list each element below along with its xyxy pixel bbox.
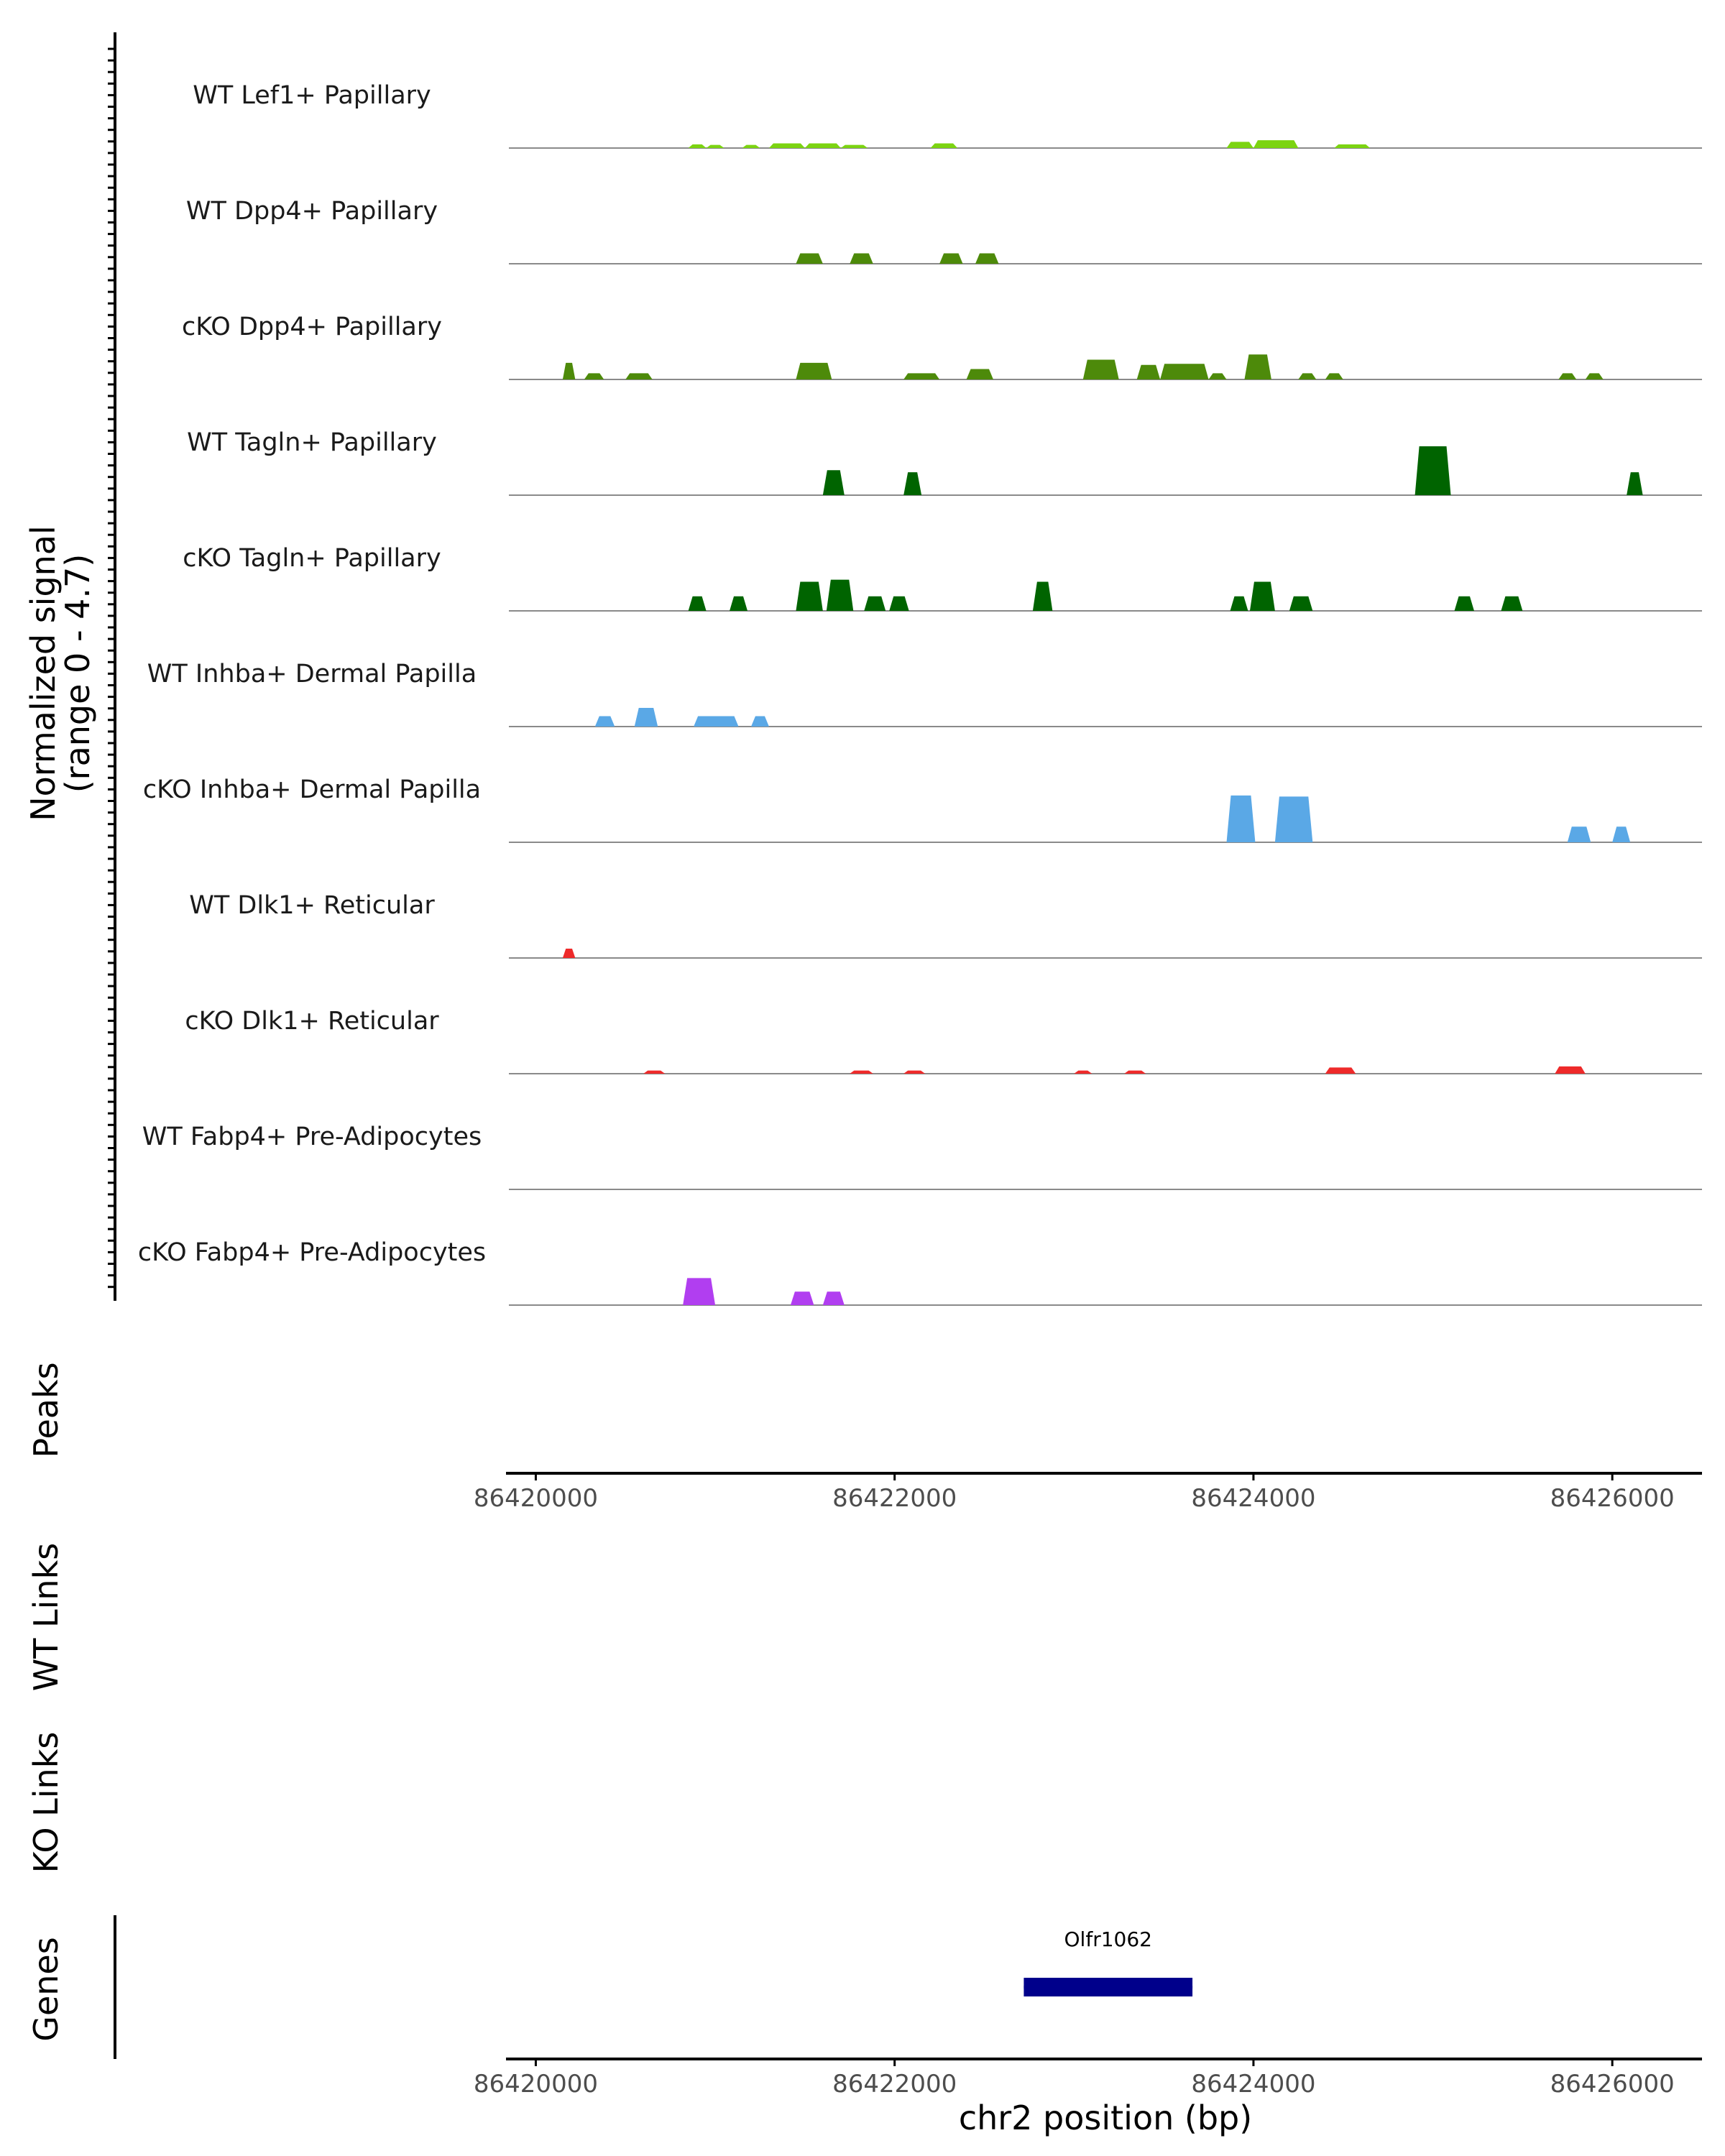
coverage-peak bbox=[864, 596, 886, 611]
coverage-peak bbox=[1325, 1067, 1356, 1074]
coverage-peak bbox=[822, 470, 845, 495]
coverage-peak bbox=[903, 472, 922, 495]
track-label: WT Inhba+ Dermal Papilla bbox=[147, 660, 477, 688]
coverage-peak bbox=[796, 362, 832, 379]
x-tick-label: 86420000 bbox=[474, 1484, 598, 1513]
gene-label: Olfr1062 bbox=[1064, 1927, 1152, 1951]
coverage-peak bbox=[1567, 826, 1591, 842]
coverage-peak bbox=[1612, 826, 1631, 842]
coverage-peak bbox=[1454, 596, 1474, 611]
x-axis-genes-panel: 86420000 86422000 86424000 86426000 bbox=[474, 2058, 1702, 2099]
x-tick-label: 86422000 bbox=[832, 2070, 957, 2099]
coverage-peak bbox=[683, 1278, 716, 1305]
coverage-peak bbox=[1253, 140, 1299, 148]
coverage-peak bbox=[1208, 373, 1227, 379]
coverage-tracks: WT Lef1+ Papillary WT Dpp4+ Papillary cKO … bbox=[138, 81, 1702, 1306]
track-label: WT Tagln+ Papillary bbox=[187, 428, 437, 457]
coverage-peak bbox=[790, 1291, 814, 1305]
track-label: cKO Tagln+ Papillary bbox=[183, 544, 441, 573]
coverage-peak bbox=[1244, 354, 1271, 379]
coverage-peak bbox=[742, 144, 760, 148]
coverage-peak bbox=[1249, 581, 1275, 611]
coverage-peak bbox=[1230, 596, 1248, 611]
track-label: WT Dlk1+ Reticular bbox=[189, 891, 435, 920]
track-label: cKO Inhba+ Dermal Papilla bbox=[143, 775, 481, 804]
signal-axis-ticks bbox=[108, 47, 115, 1289]
coverage-peak bbox=[1274, 796, 1313, 842]
coverage-peak bbox=[1226, 795, 1256, 842]
coverage-peak bbox=[562, 948, 576, 958]
track-label: WT Dpp4+ Papillary bbox=[186, 197, 438, 226]
coverage-peak bbox=[1136, 364, 1161, 379]
coverage-peak bbox=[1558, 373, 1577, 379]
track-label: WT Fabp4+ Pre-Adipocytes bbox=[142, 1123, 482, 1151]
coverage-peak bbox=[1032, 581, 1053, 611]
coverage-peak bbox=[930, 143, 958, 148]
coverage-peak bbox=[562, 362, 576, 379]
coverage-peak bbox=[804, 143, 841, 148]
coverage-peak bbox=[730, 596, 748, 611]
x-tick-label: 86424000 bbox=[1191, 1484, 1315, 1513]
coverage-peak bbox=[1501, 596, 1523, 611]
x-tick-label: 86424000 bbox=[1191, 2070, 1315, 2099]
ko-links-panel-label: KO Links bbox=[27, 1732, 65, 1874]
coverage-peak bbox=[796, 253, 823, 264]
coverage-peak bbox=[1124, 1070, 1146, 1074]
coverage-peak bbox=[822, 1291, 845, 1305]
track-label: cKO Fabp4+ Pre-Adipocytes bbox=[138, 1238, 486, 1267]
coverage-peak bbox=[1627, 472, 1643, 495]
coverage-peak bbox=[750, 716, 769, 727]
coverage-peak bbox=[768, 143, 805, 148]
gene-annotations: Olfr1062 bbox=[1024, 1927, 1193, 1996]
coverage-peak bbox=[826, 579, 854, 611]
coverage-peak bbox=[903, 1070, 926, 1074]
coverage-peak bbox=[625, 373, 653, 379]
wt-links-panel-label: WT Links bbox=[27, 1543, 65, 1691]
coverage-peak bbox=[706, 144, 724, 148]
coverage-peak bbox=[1226, 142, 1254, 148]
signal-axis-title: Normalized signal bbox=[24, 525, 63, 821]
x-tick-label: 86426000 bbox=[1550, 1484, 1675, 1513]
x-tick-label: 86420000 bbox=[474, 2070, 598, 2099]
track-label: WT Lef1+ Papillary bbox=[193, 81, 431, 110]
x-tick-label: 86422000 bbox=[832, 1484, 957, 1513]
coverage-peak bbox=[1325, 373, 1343, 379]
coverage-peak bbox=[1074, 1070, 1092, 1074]
track-label: cKO Dpp4+ Papillary bbox=[182, 313, 442, 341]
coverage-peak bbox=[840, 144, 868, 148]
peaks-panel-label: Peaks bbox=[27, 1362, 65, 1457]
genes-panel-label: Genes bbox=[27, 1937, 65, 2041]
x-tick-label: 86426000 bbox=[1550, 2070, 1675, 2099]
coverage-peak bbox=[975, 253, 999, 264]
coverage-peak bbox=[1082, 359, 1119, 379]
coverage-peak bbox=[1160, 364, 1209, 379]
coverage-peak bbox=[688, 596, 707, 611]
coverage-peak bbox=[889, 596, 909, 611]
coverage-peak bbox=[939, 253, 963, 264]
x-axis-title: chr2 position (bp) bbox=[959, 2099, 1252, 2137]
coverage-peak bbox=[688, 144, 707, 148]
coverage-peak bbox=[634, 707, 658, 727]
track-label: cKO Dlk1+ Reticular bbox=[185, 1007, 439, 1036]
coverage-peak bbox=[903, 373, 940, 379]
coverage-peak bbox=[1289, 596, 1313, 611]
coverage-peak bbox=[850, 253, 873, 264]
coverage-peak bbox=[966, 369, 993, 379]
coverage-peak bbox=[1585, 373, 1604, 379]
coverage-peak bbox=[694, 716, 739, 727]
coverage-peak bbox=[584, 373, 604, 379]
coverage-peak bbox=[1555, 1066, 1586, 1074]
coverage-peak bbox=[1298, 373, 1317, 379]
coverage-peak bbox=[643, 1070, 666, 1074]
coverage-peak bbox=[796, 581, 823, 611]
coverage-peak bbox=[1334, 144, 1371, 148]
coverage-peak bbox=[1414, 446, 1451, 495]
x-axis-peaks-panel: 86420000 86422000 86424000 86426000 bbox=[474, 1472, 1702, 1513]
signal-axis-subtitle: (range 0 - 4.7) bbox=[58, 554, 97, 793]
coverage-peak bbox=[594, 716, 615, 727]
coverage-peak bbox=[850, 1070, 873, 1074]
